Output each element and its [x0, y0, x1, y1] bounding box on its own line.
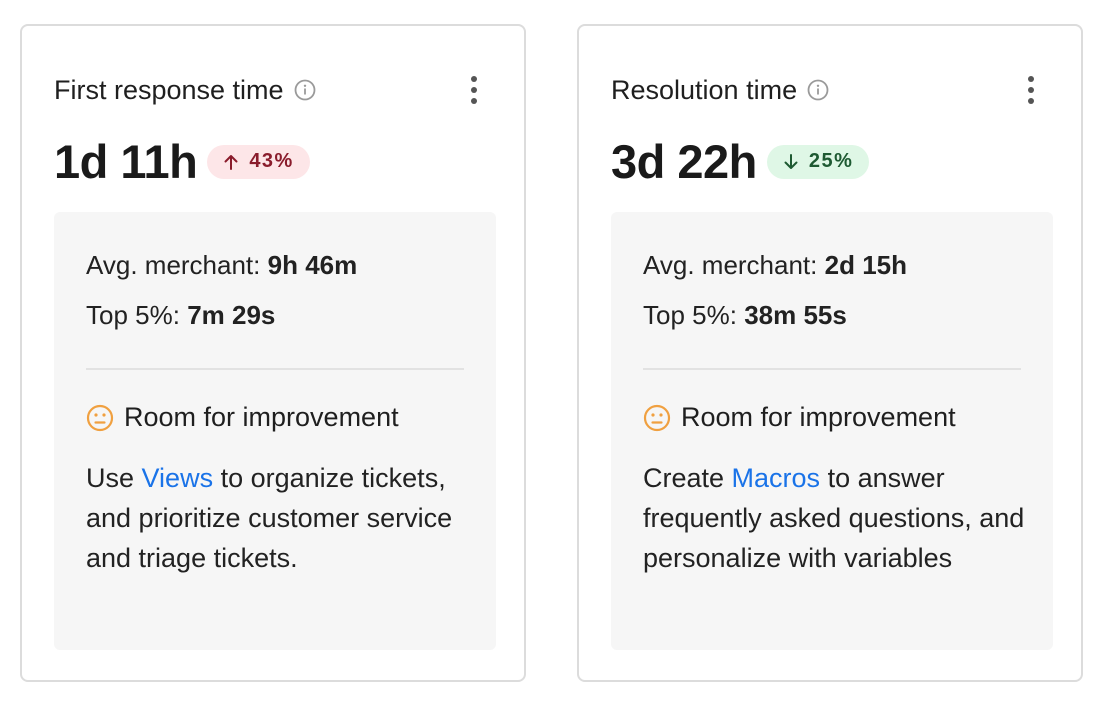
views-link[interactable]: Views	[141, 463, 214, 493]
trend-percent: 43%	[249, 150, 294, 172]
divider	[643, 368, 1021, 370]
info-icon[interactable]	[294, 79, 316, 101]
trend-percent: 25%	[808, 150, 854, 172]
arrow-down-icon	[784, 153, 798, 169]
top-5-label: Top 5%:	[643, 300, 737, 330]
tip-text-after: to answer frequently asked questions, an…	[643, 463, 1025, 573]
trend-badge: 43%	[207, 144, 310, 179]
improvement-tip: Create Macros to answer frequently asked…	[643, 458, 1033, 578]
top-5-line: Top 5%: 7m 29s	[86, 300, 275, 331]
avg-merchant-line: Avg. merchant: 2d 15h	[643, 250, 907, 281]
avg-merchant-label: Avg. merchant:	[643, 250, 818, 280]
status-label: Room for improvement	[681, 402, 956, 432]
tip-text-after: to organize tickets, and prioritize cust…	[86, 463, 453, 573]
improvement-tip: Use Views to organize tickets, and prior…	[86, 458, 476, 578]
top-5-line: Top 5%: 38m 55s	[643, 300, 847, 331]
more-vertical-icon[interactable]	[1013, 72, 1049, 108]
benchmark-panel: Avg. merchant: 9h 46m Top 5%: 7m 29s Roo…	[54, 212, 496, 650]
status-label: Room for improvement	[124, 402, 399, 432]
metric-row: 3d 22h 25%	[611, 134, 870, 189]
benchmark-panel: Avg. merchant: 2d 15h Top 5%: 38m 55s Ro…	[611, 212, 1053, 650]
neutral-face-icon	[643, 404, 671, 431]
resolution-time-card: Resolution time 3d 22h 25% Avg. merchant…	[577, 24, 1083, 682]
more-vertical-icon[interactable]	[456, 72, 492, 108]
card-title: First response time	[54, 74, 284, 105]
arrow-up-icon	[224, 154, 238, 170]
tip-text-before: Create	[643, 463, 732, 493]
card-header: Resolution time	[611, 70, 1049, 110]
status-row: Room for improvement	[86, 402, 399, 433]
avg-merchant-value: 2d 15h	[824, 250, 907, 280]
macros-link[interactable]: Macros	[731, 463, 821, 493]
avg-merchant-value: 9h 46m	[267, 250, 358, 280]
neutral-face-icon	[86, 404, 114, 431]
avg-merchant-line: Avg. merchant: 9h 46m	[86, 250, 357, 281]
divider	[86, 368, 464, 370]
tip-text-before: Use	[86, 463, 142, 493]
info-icon[interactable]	[807, 79, 829, 101]
trend-badge: 25%	[766, 144, 870, 179]
card-title: Resolution time	[611, 74, 798, 105]
status-row: Room for improvement	[643, 402, 956, 433]
metric-row: 1d 11h 43%	[54, 134, 310, 189]
top-5-label: Top 5%:	[86, 300, 180, 330]
top-5-value: 38m 55s	[744, 300, 847, 330]
avg-merchant-label: Avg. merchant:	[86, 250, 261, 280]
metric-value: 3d 22h	[611, 135, 757, 188]
metric-value: 1d 11h	[54, 135, 198, 188]
top-5-value: 7m 29s	[187, 300, 276, 330]
first-response-time-card: First response time 1d 11h 43% Avg. merc…	[20, 24, 526, 682]
card-header: First response time	[54, 70, 492, 110]
